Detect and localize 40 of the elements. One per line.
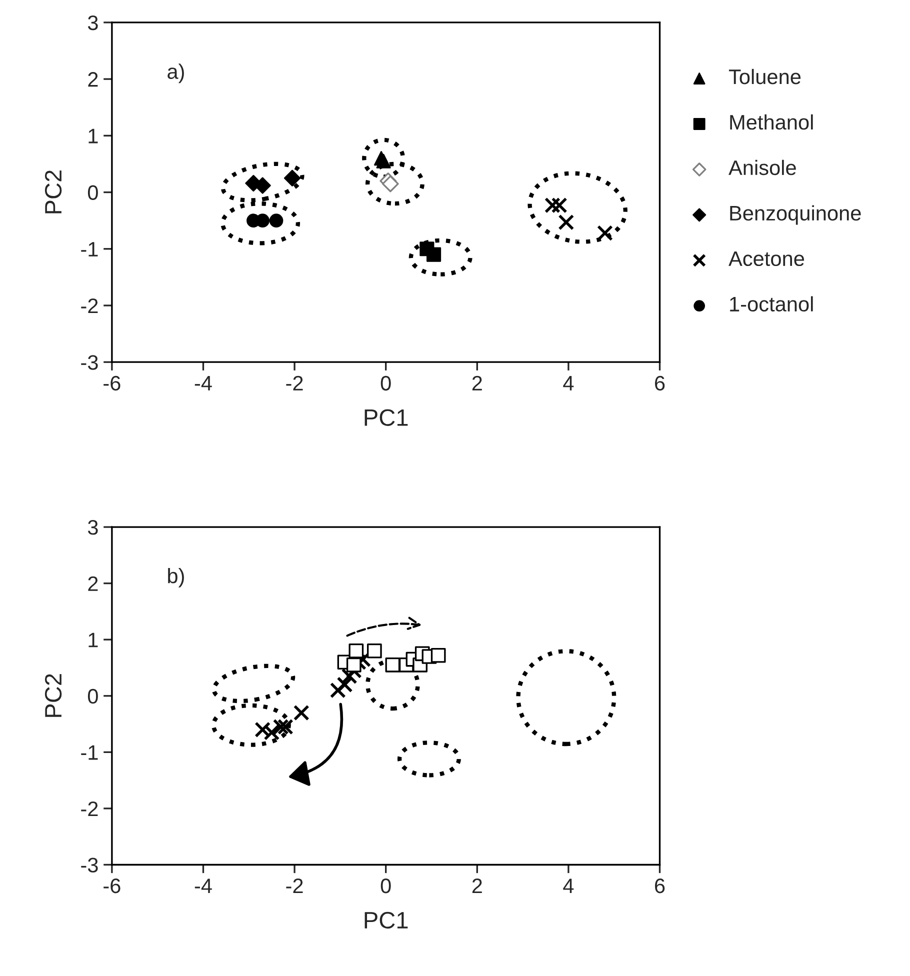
legend-label: Methanol: [730, 114, 813, 130]
y-tick-label: -2: [81, 801, 98, 816]
y-tick-label: 2: [88, 576, 98, 591]
x-tick-label: 6: [655, 878, 665, 894]
y-tick-label: 2: [88, 72, 98, 87]
y-tick-label: -2: [81, 298, 98, 314]
x-tick-label: -6: [104, 376, 120, 391]
x-tick-label: 4: [563, 376, 574, 390]
x-axis-title: PC1: [364, 912, 408, 929]
y-tick-label: 3: [88, 520, 98, 535]
x-axis-title: PC1: [364, 409, 408, 426]
x-tick-label: -2: [286, 878, 303, 894]
legend-label: Acetone: [728, 252, 804, 266]
legend-label: Toluene: [728, 68, 801, 84]
x-tick-label: 2: [472, 376, 482, 390]
y-tick-label: 1: [88, 632, 98, 648]
legend-label: Benzoquinone: [730, 205, 861, 225]
y-tick-label: 1: [88, 128, 98, 144]
x-tick-label: -6: [104, 878, 120, 894]
y-tick-label: -1: [81, 745, 98, 760]
legend-label: Anisole: [728, 160, 796, 176]
x-tick-label: -4: [194, 878, 212, 894]
x-tick-label: 2: [472, 878, 482, 894]
y-tick-label: 0: [88, 185, 98, 200]
y-tick-label: -1: [81, 242, 98, 256]
x-tick-label: 0: [380, 878, 391, 894]
y-tick-label: -3: [81, 355, 98, 370]
x-tick-label: 4: [563, 878, 574, 894]
annotation: a): [168, 64, 184, 84]
y-tick-label: -3: [81, 858, 98, 872]
y-tick-label: 0: [88, 688, 98, 704]
y-tick-label: 3: [88, 15, 98, 30]
y-axis-title: PC2: [44, 674, 62, 717]
x-tick-label: 6: [655, 376, 665, 391]
y-axis-title: PC2: [44, 170, 62, 214]
x-tick-label: -4: [194, 376, 212, 390]
x-tick-label: -2: [286, 376, 303, 390]
x-tick-label: 0: [380, 376, 391, 391]
annotation: b): [168, 568, 184, 588]
legend-label: 1-octanol: [730, 296, 813, 312]
